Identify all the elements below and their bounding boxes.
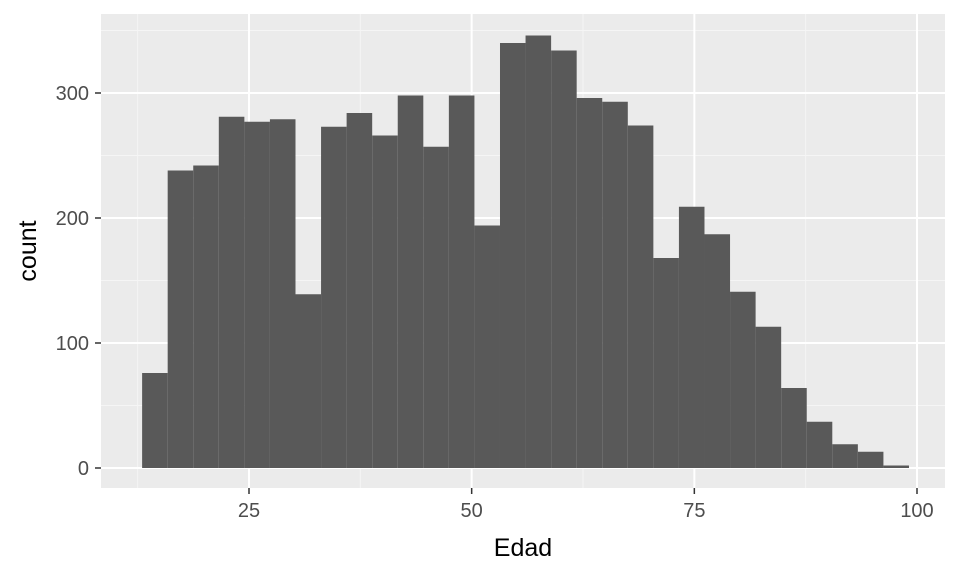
histogram-bar	[576, 98, 603, 468]
histogram-bar	[704, 234, 731, 468]
x-tick-label: 50	[461, 500, 483, 522]
histogram-bar	[627, 125, 654, 468]
histogram-bar	[244, 121, 270, 468]
histogram-bar	[397, 95, 424, 468]
x-axis-ticks: 25 50 75 100	[238, 488, 934, 522]
histogram-bar	[730, 291, 756, 468]
y-tick-label: 100	[56, 333, 89, 355]
histogram-bar	[883, 465, 909, 468]
histogram-bar	[295, 294, 322, 468]
y-tick-label: 300	[56, 83, 89, 105]
histogram-bar	[653, 258, 679, 468]
histogram-bar	[499, 43, 526, 468]
histogram-bar	[269, 119, 296, 468]
x-tick-label: 100	[900, 500, 933, 522]
histogram-bar	[474, 225, 500, 468]
histogram-bar	[602, 101, 628, 468]
histogram-bar	[525, 35, 552, 468]
y-axis-ticks: 0 100 200 300	[56, 83, 101, 480]
histogram-bar	[142, 373, 168, 468]
histogram-bar	[551, 50, 577, 468]
histogram-bar	[678, 206, 705, 468]
histogram-bar	[423, 146, 449, 468]
y-axis-title: count	[14, 220, 42, 281]
histogram-bar	[346, 113, 373, 468]
histogram-bar	[321, 126, 347, 468]
y-tick-label: 200	[56, 208, 89, 230]
histogram-bar	[218, 116, 245, 468]
x-tick-label: 75	[683, 500, 705, 522]
x-tick-label: 25	[238, 500, 260, 522]
histogram-bar	[781, 388, 807, 468]
histogram-bar	[167, 170, 194, 468]
histogram-bar	[448, 95, 475, 468]
y-tick-label: 0	[78, 458, 89, 480]
x-axis-title: Edad	[494, 534, 552, 562]
histogram-bars	[142, 35, 909, 468]
histogram-bar	[832, 444, 858, 468]
histogram-bar	[372, 135, 398, 468]
histogram-bar	[755, 326, 782, 468]
histogram-bar	[806, 421, 833, 468]
histogram-bar	[857, 451, 884, 468]
histogram-bar	[193, 165, 219, 468]
